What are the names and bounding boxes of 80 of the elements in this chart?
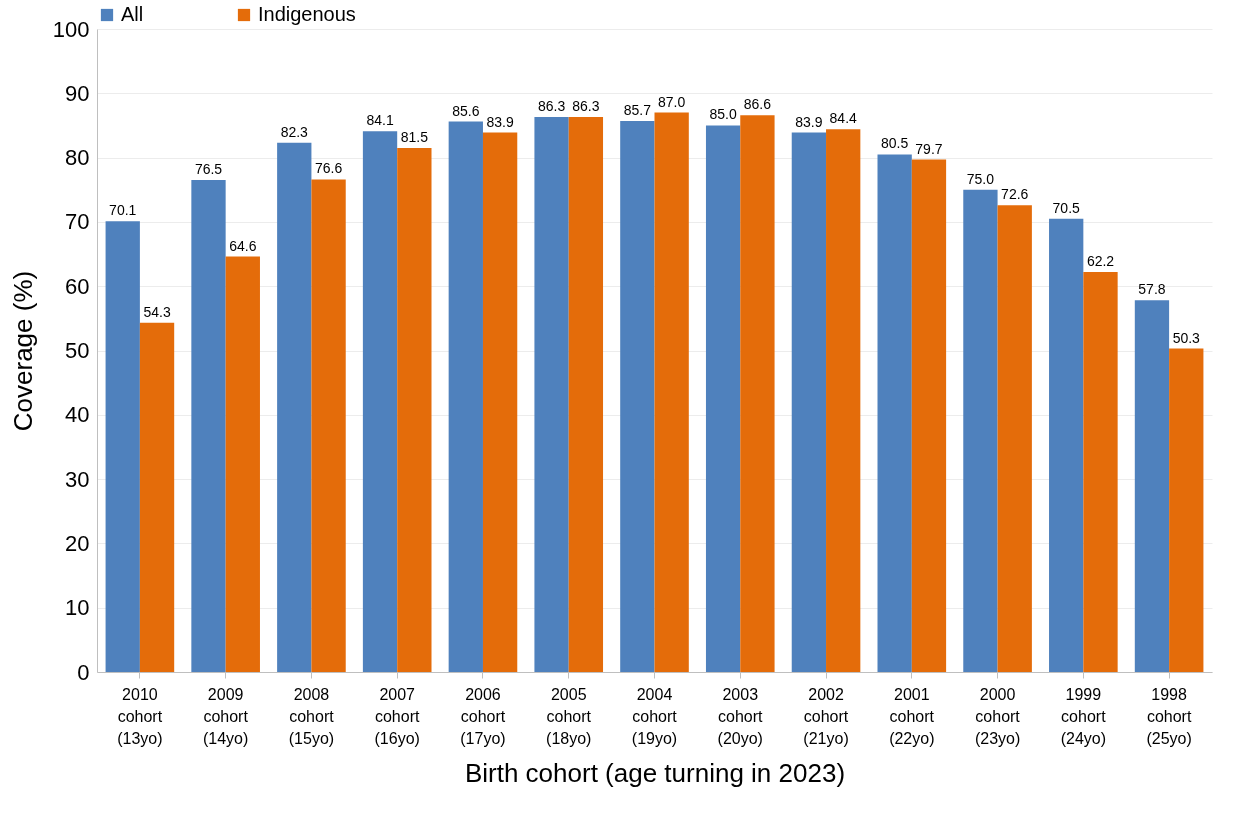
x-tick-label: 2009 cohort (14yo) bbox=[202, 685, 249, 747]
bar bbox=[225, 256, 260, 672]
bar bbox=[740, 115, 775, 672]
bar bbox=[362, 131, 398, 672]
y-tick-label: 80 bbox=[65, 145, 90, 171]
data-label: 70.1 bbox=[109, 202, 137, 219]
data-label: 64.6 bbox=[229, 237, 257, 254]
x-tick-label: 2000 cohort (23yo) bbox=[974, 685, 1021, 747]
x-tick-label: 2007 cohort (16yo) bbox=[374, 685, 420, 747]
y-axis-title: Coverage (%) bbox=[7, 270, 38, 432]
bar bbox=[826, 129, 861, 672]
bar bbox=[534, 117, 569, 672]
data-label: 86.6 bbox=[743, 96, 772, 113]
bar bbox=[139, 322, 175, 672]
data-label: 54.3 bbox=[143, 303, 171, 320]
x-tick-label: 2003 cohort (20yo) bbox=[717, 685, 764, 747]
bar bbox=[620, 120, 655, 672]
data-label: 81.5 bbox=[400, 128, 429, 145]
data-label: 87.0 bbox=[658, 93, 686, 110]
x-tick-label: 1999 cohort (24yo) bbox=[1060, 685, 1107, 747]
data-label: 85.6 bbox=[452, 102, 480, 119]
bar bbox=[277, 142, 312, 672]
data-label: 76.6 bbox=[314, 160, 343, 177]
data-label: 79.7 bbox=[915, 140, 943, 157]
bar bbox=[1134, 300, 1170, 672]
bar bbox=[791, 132, 827, 672]
data-label: 84.4 bbox=[829, 110, 858, 127]
y-tick-label: 10 bbox=[65, 595, 90, 621]
y-tick-label: 0 bbox=[77, 659, 90, 685]
data-label: 82.3 bbox=[280, 123, 309, 140]
bar bbox=[1049, 218, 1084, 672]
bar bbox=[397, 147, 432, 672]
legend-label: Indigenous bbox=[258, 3, 356, 25]
y-tick-label: 40 bbox=[65, 402, 90, 428]
y-tick-label: 30 bbox=[65, 466, 90, 492]
data-label: 86.3 bbox=[572, 98, 600, 115]
data-label: 83.9 bbox=[486, 113, 514, 130]
y-tick-label: 60 bbox=[65, 273, 90, 299]
data-label: 80.5 bbox=[881, 135, 909, 152]
x-tick-label: 2010 cohort (13yo) bbox=[117, 685, 163, 747]
x-tick-label: 2008 cohort (15yo) bbox=[288, 685, 335, 747]
data-label: 62.2 bbox=[1086, 253, 1115, 270]
x-tick-label: 2002 cohort (21yo) bbox=[803, 685, 849, 747]
y-tick-label: 50 bbox=[65, 338, 90, 363]
bar bbox=[1083, 272, 1118, 672]
data-label: 57.8 bbox=[1138, 281, 1166, 298]
y-tick-label: 20 bbox=[65, 530, 90, 556]
bar bbox=[482, 132, 518, 672]
bar bbox=[191, 180, 226, 672]
bar bbox=[877, 154, 912, 672]
data-label: 85.0 bbox=[709, 106, 737, 123]
data-label: 76.5 bbox=[194, 161, 223, 178]
x-tick-label: 2006 cohort (17yo) bbox=[460, 685, 506, 747]
x-tick-label: 1998 cohort (25yo) bbox=[1146, 685, 1192, 747]
bar bbox=[448, 121, 483, 672]
bar bbox=[705, 125, 741, 672]
bar bbox=[911, 159, 947, 672]
bar bbox=[997, 205, 1032, 672]
bar bbox=[1169, 348, 1204, 672]
x-tick-label: 2004 cohort (19yo) bbox=[631, 685, 678, 747]
y-tick-label: 70 bbox=[65, 209, 90, 235]
bar bbox=[568, 117, 604, 672]
bar bbox=[963, 189, 998, 672]
x-tick-label: 2005 cohort (18yo) bbox=[546, 685, 592, 747]
bar bbox=[654, 112, 689, 672]
bar bbox=[311, 179, 346, 672]
y-tick-label: 90 bbox=[65, 80, 90, 106]
y-tick-label: 100 bbox=[52, 16, 90, 42]
data-label: 50.3 bbox=[1172, 329, 1201, 346]
data-label: 70.5 bbox=[1052, 199, 1081, 216]
x-axis-title: Birth cohort (age turning in 2023) bbox=[464, 757, 846, 788]
data-label: 84.1 bbox=[366, 112, 394, 129]
data-label: 72.6 bbox=[1001, 186, 1029, 203]
data-label: 85.7 bbox=[623, 101, 652, 118]
data-label: 75.0 bbox=[966, 170, 995, 187]
x-tick-label: 2001 cohort (22yo) bbox=[889, 685, 935, 747]
data-label: 86.3 bbox=[537, 98, 566, 115]
bar bbox=[105, 221, 140, 672]
legend-label: All bbox=[121, 3, 144, 25]
data-label: 83.9 bbox=[795, 113, 823, 130]
